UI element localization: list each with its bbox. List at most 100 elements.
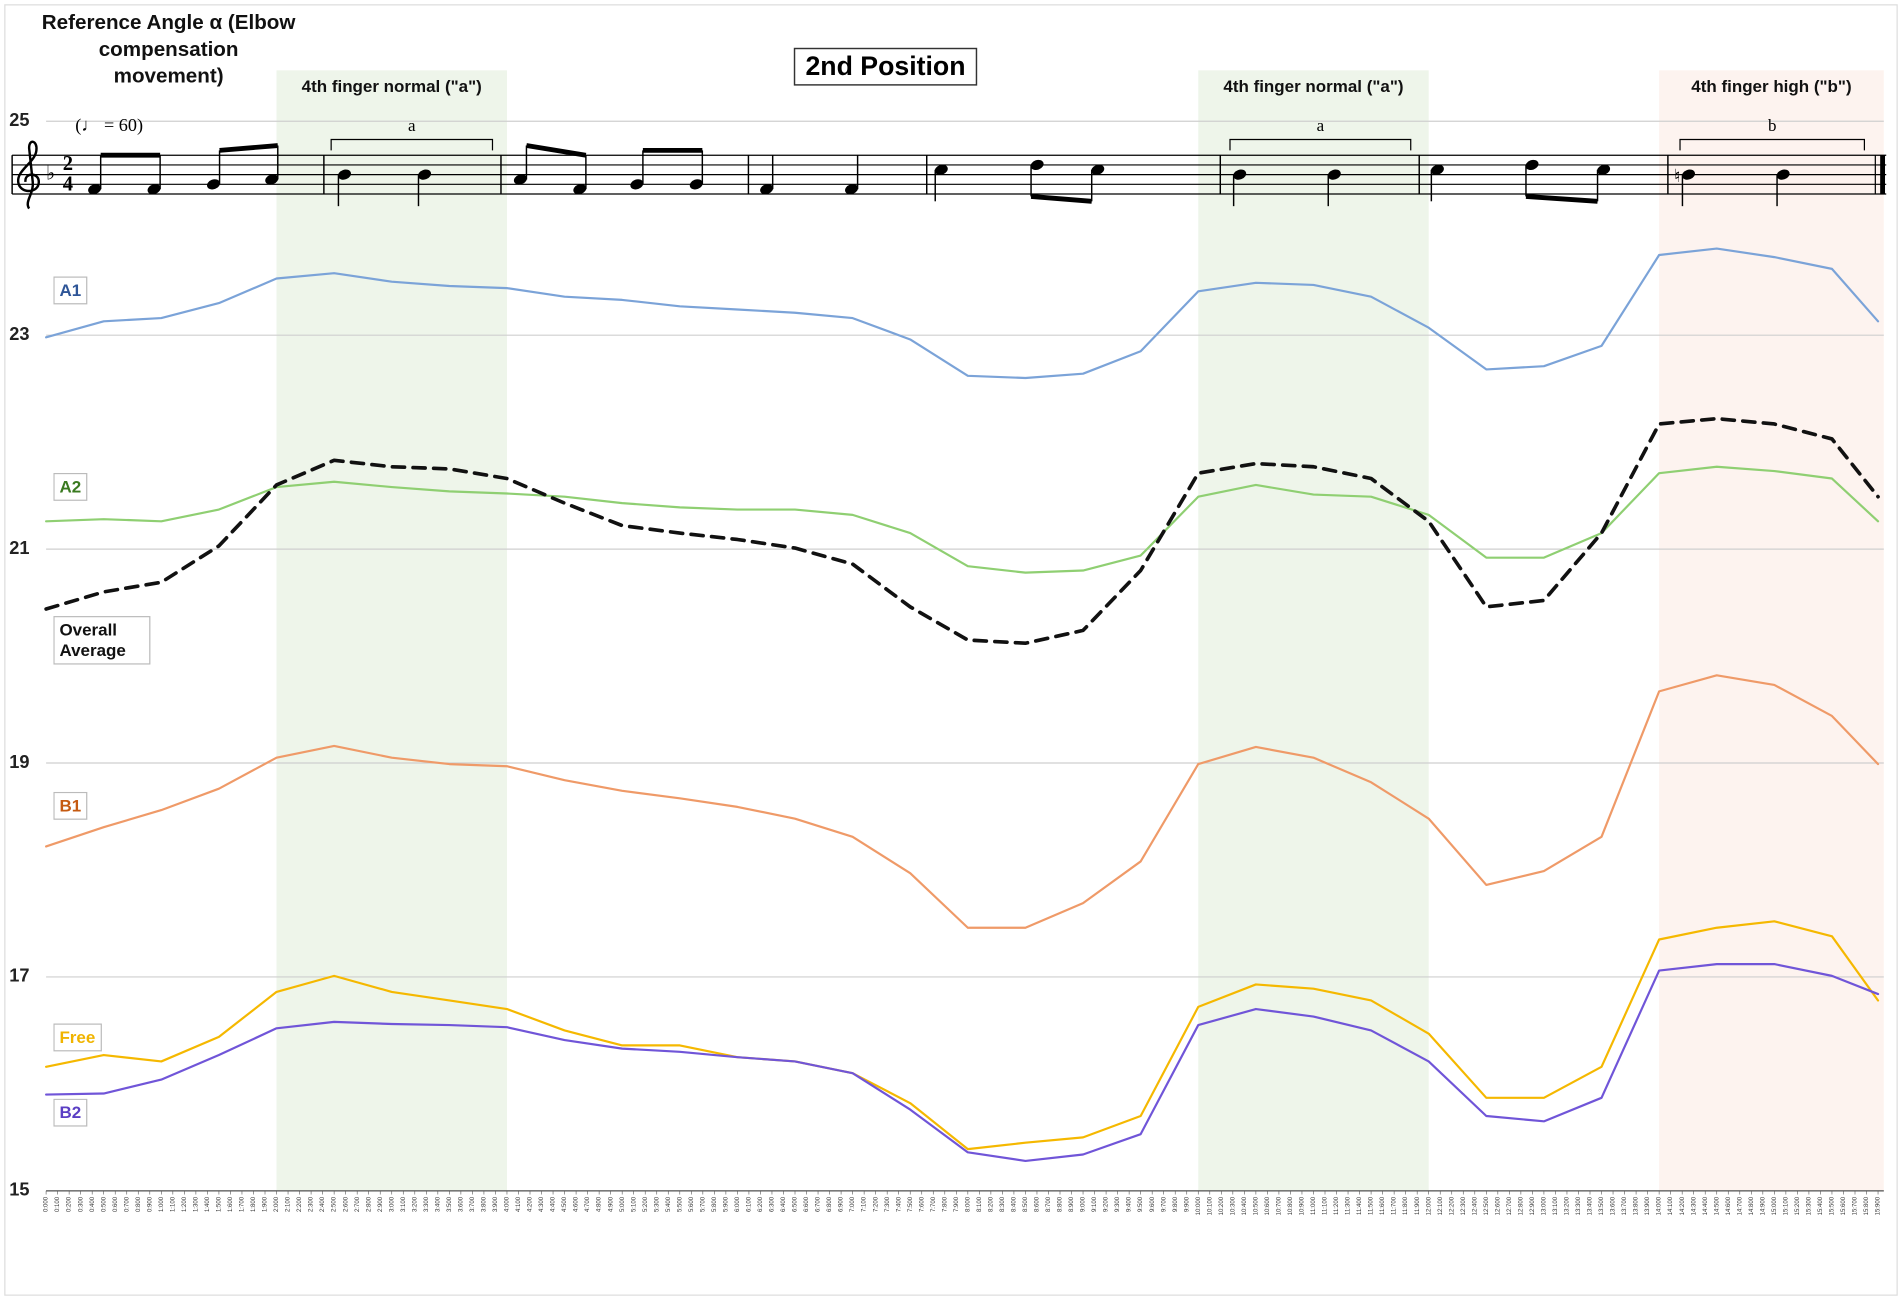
- x-tick-label: 2:100: [286, 1196, 292, 1212]
- x-tick-label: 9:600: [1150, 1196, 1156, 1212]
- x-tick-label: 15:000: [1772, 1196, 1778, 1215]
- x-tick-label: 6:300: [770, 1196, 776, 1212]
- time-signature-top: 2: [63, 153, 73, 175]
- x-tick-label: 10:100: [1207, 1196, 1213, 1215]
- x-tick-label: 8:400: [1012, 1196, 1018, 1212]
- note-head: [513, 174, 527, 185]
- legend-entry-box: A1: [53, 276, 88, 305]
- x-tick-label: 1:000: [159, 1196, 165, 1212]
- x-tick-label: 4:400: [551, 1196, 557, 1212]
- x-tick-label: 10:400: [1242, 1196, 1248, 1215]
- note-head: [934, 164, 948, 175]
- region-label: 4th finger high ("b"): [1691, 77, 1851, 96]
- x-tick-label: 1:700: [240, 1196, 246, 1212]
- x-tick-label: 3:000: [389, 1196, 395, 1212]
- x-tick-label: 12:100: [1438, 1196, 1444, 1215]
- x-tick-label: 0:100: [55, 1196, 61, 1212]
- note-head: [689, 179, 703, 190]
- x-tick-label: 12:500: [1484, 1196, 1490, 1215]
- x-tick-label: 15:900: [1876, 1196, 1882, 1215]
- x-tick-label: 5:800: [712, 1196, 718, 1212]
- x-tick-label: 8:900: [1069, 1196, 1075, 1212]
- x-tick-label: 6:000: [735, 1196, 741, 1212]
- x-tick-label: 10:200: [1219, 1196, 1225, 1215]
- series-line: [45, 920, 1880, 1151]
- x-tick-label: 9:000: [1081, 1196, 1087, 1212]
- region: [276, 70, 507, 1191]
- x-tick-label: 2:200: [297, 1196, 303, 1212]
- note-head: [265, 174, 279, 185]
- x-tick-label: 7:900: [954, 1196, 960, 1212]
- x-tick-label: 5:000: [620, 1196, 626, 1212]
- note-head: [1525, 159, 1539, 171]
- x-tick-label: 9:800: [1173, 1196, 1179, 1212]
- bracket-label: a: [408, 116, 416, 135]
- x-tick-label: 1:600: [228, 1196, 234, 1212]
- x-tick-label: 5:700: [700, 1196, 706, 1212]
- series-line: [45, 247, 1880, 380]
- note-head: [630, 179, 644, 190]
- x-tick-label: 15:300: [1807, 1196, 1813, 1215]
- note-head: [1682, 169, 1695, 180]
- x-tick-label: 13:700: [1622, 1196, 1628, 1215]
- x-tick-label: 9:300: [1115, 1196, 1121, 1212]
- x-tick-label: 15:100: [1783, 1196, 1789, 1215]
- staff: [11, 143, 1887, 207]
- x-tick-label: 9:500: [1138, 1196, 1144, 1212]
- x-tick-label: 10:500: [1253, 1196, 1259, 1215]
- x-tick-label: 2:000: [274, 1196, 280, 1212]
- music-score: ♭ 2 4 ♮ (♩ = 60) a a b: [11, 115, 1887, 210]
- note-head: [418, 169, 432, 180]
- bracket-label: a: [1317, 116, 1325, 135]
- legend-entry: A1: [53, 276, 88, 305]
- note-head: [845, 184, 859, 195]
- x-tick-label: 11:800: [1403, 1196, 1409, 1215]
- x-tick-label: 15:600: [1841, 1196, 1847, 1215]
- x-tick-label: 11:100: [1323, 1196, 1329, 1215]
- x-tick-label: 15:500: [1830, 1196, 1836, 1215]
- x-tick-label: 5:500: [677, 1196, 683, 1212]
- series-line: [45, 963, 1880, 1162]
- x-tick-label: 8:700: [1046, 1196, 1052, 1212]
- x-tick-label: 11:600: [1380, 1196, 1386, 1215]
- x-tick-label: 13:200: [1565, 1196, 1571, 1215]
- y-tick-label: 15: [9, 1180, 29, 1200]
- legend-entry: A2: [53, 472, 88, 501]
- x-tick-label: 11:900: [1415, 1196, 1421, 1215]
- x-tick-label: 14:300: [1691, 1196, 1697, 1215]
- x-tick-label: 4:000: [505, 1196, 511, 1212]
- x-tick-label: 3:800: [482, 1196, 488, 1212]
- x-tick-label: 12:300: [1461, 1196, 1467, 1215]
- x-tick-label: 12:700: [1507, 1196, 1513, 1215]
- x-tick-label: 10:600: [1265, 1196, 1271, 1215]
- treble-clef: [16, 140, 41, 210]
- x-tick-label: 8:800: [1058, 1196, 1064, 1212]
- note-head: [760, 184, 774, 195]
- x-tick-label: 8:100: [977, 1196, 983, 1212]
- time-signature-bottom: 4: [63, 173, 73, 195]
- x-tick-label: 1:200: [182, 1196, 188, 1212]
- x-tick-label: 3:300: [424, 1196, 430, 1212]
- note-head: [147, 184, 161, 195]
- chart-title: 2nd Position: [805, 51, 965, 81]
- note-head: [338, 169, 351, 180]
- beam: [526, 143, 587, 158]
- note-head: [88, 184, 102, 195]
- x-tick-label: 10:900: [1300, 1196, 1306, 1215]
- x-tick-label: 4:100: [516, 1196, 522, 1212]
- y-axis-title-box: Reference Angle α (Elbow compensation mo…: [42, 11, 296, 87]
- x-tick-label: 12:600: [1495, 1196, 1501, 1215]
- beam: [1030, 194, 1092, 204]
- x-tick-label: 6:400: [781, 1196, 787, 1212]
- regions: 4th finger normal ("a") 4th finger normal…: [276, 70, 1884, 1191]
- x-tick-label: 8:200: [988, 1196, 994, 1212]
- x-tick-label: 2:800: [366, 1196, 372, 1212]
- x-tick-label: 2:700: [355, 1196, 361, 1212]
- x-tick-label: 0:400: [90, 1196, 96, 1212]
- x-tick-label: 12:400: [1472, 1196, 1478, 1215]
- x-tick-label: 9:400: [1127, 1196, 1133, 1212]
- x-tick-label: 5:300: [654, 1196, 660, 1212]
- x-tick-label: 7:000: [850, 1196, 856, 1212]
- x-tick-label: 0:300: [78, 1196, 84, 1212]
